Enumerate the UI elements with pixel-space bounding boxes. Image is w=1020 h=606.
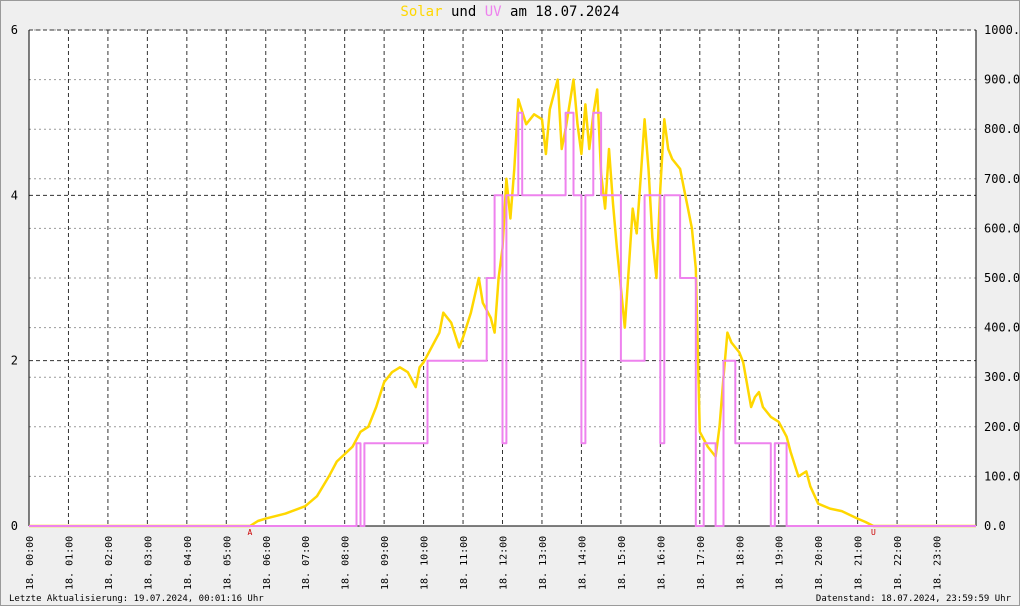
title-solar-word: Solar [400, 4, 443, 20]
last-update-text: Letzte Aktualisierung: 19.07.2024, 00:01… [9, 594, 264, 604]
series-uv-line [29, 111, 976, 527]
x-tick-label: 18. 03:00 [143, 536, 154, 590]
x-tick-label: 18. 08:00 [341, 536, 352, 590]
y-right-tick-label: 100.0 [984, 469, 1020, 483]
x-tick-label: 18. 05:00 [222, 536, 233, 590]
x-tick-label: 18. 20:00 [814, 536, 825, 590]
title-uv-word: UV [484, 4, 502, 20]
title-and-word: und [450, 4, 477, 20]
y-right-tick-label: 500.0 [984, 271, 1020, 285]
x-tick-label: 18. 13:00 [538, 536, 549, 590]
x-tick-label: 18. 01:00 [64, 536, 75, 590]
y-right-tick-label: 0.0 [984, 519, 1006, 533]
y-left-tick-label: 0 [11, 519, 18, 533]
x-tick-label: 18. 19:00 [775, 536, 786, 590]
marker-label-u: U [871, 528, 876, 537]
y-right-tick-label: 900.0 [984, 73, 1020, 87]
x-tick-label: 18. 10:00 [420, 536, 431, 590]
y-right-tick-label: 600.0 [984, 221, 1020, 235]
x-tick-label: 18. 15:00 [617, 536, 628, 590]
x-tick-label: 18. 12:00 [499, 536, 510, 590]
series-lines [29, 78, 976, 528]
y-right-tick-label: 400.0 [984, 321, 1020, 335]
chart-title: Solar und UV am 18.07.2024 [0, 4, 1020, 20]
y-left-tick-label: 4 [11, 188, 18, 202]
x-tick-label: 18. 04:00 [183, 536, 194, 590]
x-tick-label: 18. 14:00 [577, 536, 588, 590]
x-tick-label: 18. 16:00 [656, 536, 667, 590]
y-right-tick-label: 1000.0 [984, 23, 1020, 37]
series-solar-line [29, 78, 976, 528]
title-date: am 18.07.2024 [510, 4, 620, 20]
x-tick-label: 18. 17:00 [696, 536, 707, 590]
marker-label-a: A [248, 528, 253, 537]
y-right-tick-label: 300.0 [984, 370, 1020, 384]
y-left-tick-label: 6 [11, 23, 18, 37]
x-tick-label: 18. 02:00 [104, 536, 115, 590]
x-tick-label: 18. 23:00 [933, 536, 944, 590]
y-right-tick-label: 700.0 [984, 172, 1020, 186]
x-tick-label: 18. 06:00 [262, 536, 273, 590]
y-right-tick-label: 800.0 [984, 122, 1020, 136]
x-tick-label: 18. 07:00 [301, 536, 312, 590]
x-tick-label: 18. 21:00 [854, 536, 865, 590]
data-status-text: Datenstand: 18.07.2024, 23:59:59 Uhr [815, 594, 1011, 604]
y-right-tick-label: 200.0 [984, 420, 1020, 434]
tick-labels: A U 0 2 4 6 0.0 100.0 200.0 300.0 400.0 500.0 600.0 7… [11, 23, 1020, 590]
x-tick-label: 18. 00:00 [25, 536, 36, 590]
x-tick-label: 18. 09:00 [380, 536, 391, 590]
x-tick-label: 18. 18:00 [735, 536, 746, 590]
x-tick-label: 18. 22:00 [893, 536, 904, 590]
x-tick-label: 18. 11:00 [459, 536, 470, 590]
y-left-tick-label: 2 [11, 354, 18, 368]
